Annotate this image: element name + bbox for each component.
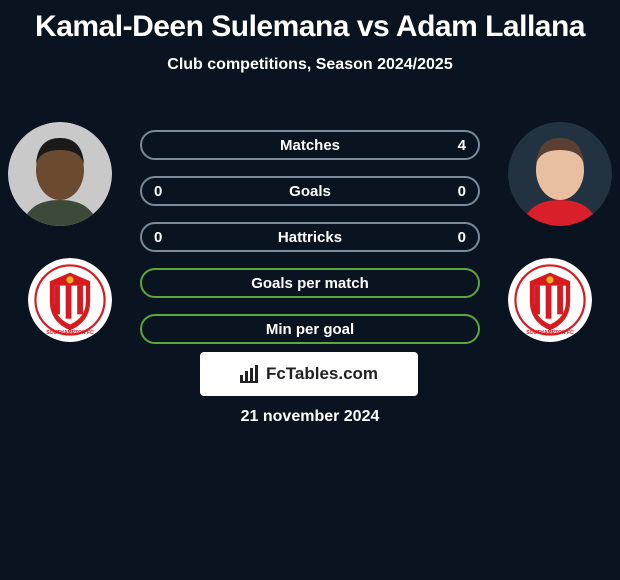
- stat-value-left: 0: [154, 229, 162, 246]
- stat-label: Goals: [289, 183, 331, 200]
- stat-label: Min per goal: [266, 321, 354, 338]
- stat-label: Hattricks: [278, 229, 342, 246]
- stat-value-right: 4: [458, 137, 466, 154]
- stat-label: Goals per match: [251, 275, 369, 292]
- bar-chart-icon: [240, 365, 260, 383]
- page-title: Kamal-Deen Sulemana vs Adam Lallana: [0, 0, 620, 44]
- comparison-card: Kamal-Deen Sulemana vs Adam Lallana Club…: [0, 0, 620, 580]
- stat-row: Min per goal: [0, 306, 620, 352]
- stat-label: Matches: [280, 137, 340, 154]
- stat-row: 0 Goals 0: [0, 168, 620, 214]
- page-subtitle: Club competitions, Season 2024/2025: [0, 56, 620, 74]
- stat-pill: 0 Hattricks 0: [140, 222, 480, 252]
- stat-row: Matches 4: [0, 122, 620, 168]
- stat-value-left: 0: [154, 183, 162, 200]
- brand-badge: FcTables.com: [200, 352, 418, 396]
- brand-name: FcTables.com: [266, 364, 378, 384]
- footer-date: 21 november 2024: [0, 408, 620, 426]
- stat-rows: Matches 4 0 Goals 0 0 Hattricks 0 Goals per matc…: [0, 122, 620, 352]
- stat-pill: Goals per match: [140, 268, 480, 298]
- stat-value-right: 0: [458, 229, 466, 246]
- stat-row: Goals per match: [0, 260, 620, 306]
- stat-pill: 0 Goals 0: [140, 176, 480, 206]
- stat-pill: Min per goal: [140, 314, 480, 344]
- stat-pill: Matches 4: [140, 130, 480, 160]
- stat-value-right: 0: [458, 183, 466, 200]
- stat-row: 0 Hattricks 0: [0, 214, 620, 260]
